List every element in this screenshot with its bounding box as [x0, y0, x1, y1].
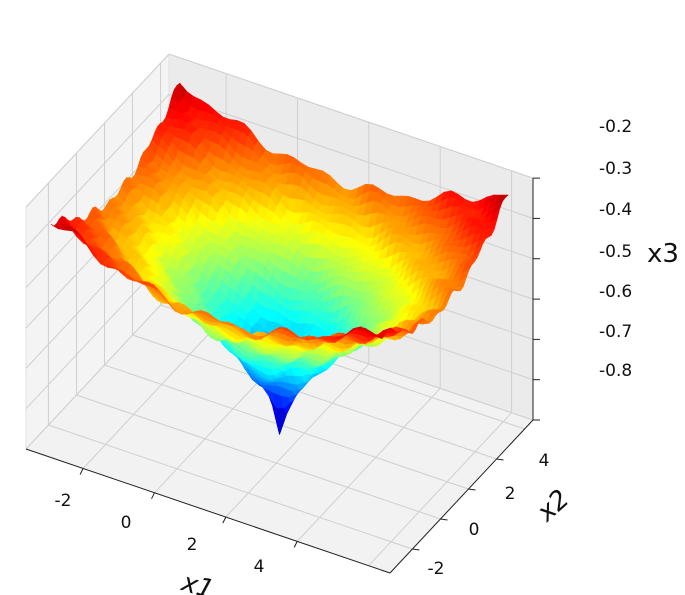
x-tick-mark: [222, 516, 227, 524]
y-tick-label: 0: [469, 520, 480, 540]
x-tick-mark: [79, 468, 84, 475]
x-tick-mark: [151, 492, 155, 500]
y-tick-mark: [412, 548, 420, 551]
y-axis-line: [389, 419, 534, 574]
z-tick-label: -0.8: [599, 361, 632, 381]
x-tick-label: -2: [55, 491, 72, 511]
gridline: [225, 363, 370, 518]
y-tick-label: 2: [505, 484, 516, 504]
gridline: [296, 388, 441, 542]
surface-plot: [50, 82, 509, 435]
gridline: [76, 394, 441, 520]
z-axis-title: x3: [647, 239, 679, 269]
gridline: [168, 93, 534, 219]
z-tick-label: -0.5: [599, 242, 632, 262]
y-tick-mark: [496, 458, 504, 461]
y-tick-mark: [468, 488, 476, 491]
x-axis-line: [25, 448, 391, 574]
surface-facet: [371, 332, 383, 339]
y-tick-label: 4: [539, 451, 550, 471]
x-tick-label: 4: [254, 557, 265, 577]
tick-labels: -2 0 2 4 -2 0 2 4 -0.2 -0.3 -0.4 -0.5 -0…: [55, 117, 633, 579]
gridline: [25, 94, 170, 248]
gridline: [25, 295, 170, 450]
z-tick-label: -0.6: [599, 282, 632, 302]
x-axis-title: x1: [177, 567, 217, 595]
z-tick-label: -0.2: [599, 117, 632, 137]
y-tick-mark: [440, 518, 448, 521]
x-tick-mark: [293, 541, 298, 548]
z-tick-label: -0.4: [599, 200, 632, 220]
x-tick-label: 2: [187, 535, 198, 555]
gridline: [104, 364, 469, 490]
z-tick-label: -0.7: [599, 322, 632, 342]
gridline: [368, 412, 512, 567]
gridline: [48, 424, 413, 550]
y-axis-title: x2: [531, 484, 576, 528]
x-tick-label: 0: [121, 513, 132, 533]
z-tick-label: -0.3: [599, 159, 632, 179]
gridline: [168, 53, 534, 179]
gridline: [82, 315, 227, 469]
gridline: [25, 53, 170, 208]
y-tick-label: -2: [428, 559, 445, 579]
gridline: [132, 334, 497, 460]
